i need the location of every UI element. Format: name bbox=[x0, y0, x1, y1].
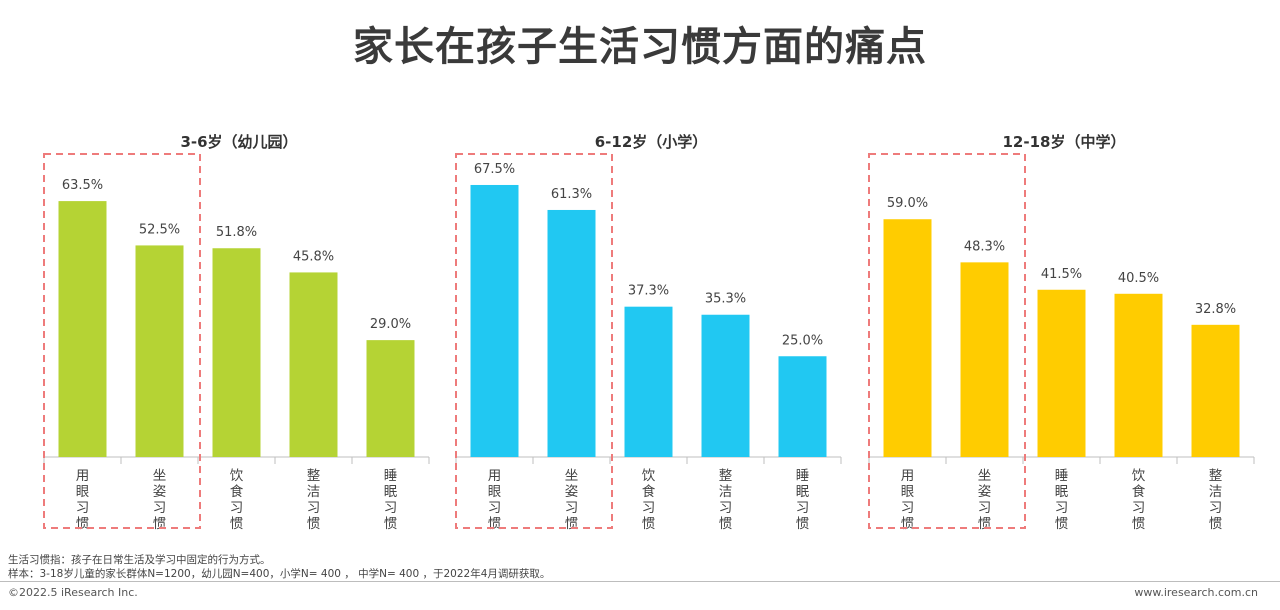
category-label-0-4: 睡眠习惯 bbox=[384, 468, 398, 532]
category-label-1-2: 饮食习惯 bbox=[642, 468, 656, 532]
bar-2-1 bbox=[960, 262, 1009, 457]
data-label-0-4: 29.0% bbox=[370, 317, 411, 332]
bar-1-4 bbox=[778, 356, 827, 457]
data-label-0-3: 45.8% bbox=[293, 249, 334, 264]
chart-title-1: 6-12岁（小学） bbox=[595, 133, 708, 151]
page-title: 家长在孩子生活习惯方面的痛点 bbox=[353, 24, 927, 70]
data-label-1-1: 61.3% bbox=[551, 187, 592, 202]
bar-0-3 bbox=[289, 272, 338, 457]
bar-2-2 bbox=[1037, 289, 1086, 457]
bar-1-0 bbox=[470, 184, 519, 457]
definition-note: 生活习惯指：孩子在日常生活及学习中固定的行为方式。 bbox=[8, 554, 271, 566]
category-label-2-3: 饮食习惯 bbox=[1132, 468, 1146, 532]
bar-0-2 bbox=[212, 248, 261, 457]
data-label-1-3: 35.3% bbox=[705, 292, 746, 307]
data-label-0-0: 63.5% bbox=[62, 178, 103, 193]
category-label-0-3: 整洁习惯 bbox=[307, 468, 321, 532]
bar-2-3 bbox=[1114, 293, 1163, 457]
copyright: ©2022.5 iResearch Inc. bbox=[8, 586, 138, 599]
data-label-2-1: 48.3% bbox=[964, 239, 1005, 254]
category-label-0-0: 用眼习惯 bbox=[76, 468, 90, 532]
category-label-0-1: 坐姿习惯 bbox=[153, 468, 167, 532]
bar-2-4 bbox=[1191, 324, 1240, 457]
bar-1-1 bbox=[547, 209, 596, 457]
sample-note: 样本：3-18岁儿童的家长群体N=1200，幼儿园N=400，小学N= 400 … bbox=[8, 568, 551, 580]
highlight-box-1 bbox=[455, 153, 613, 529]
highlight-box-0 bbox=[43, 153, 201, 529]
category-label-2-2: 睡眠习惯 bbox=[1055, 468, 1069, 532]
data-label-1-2: 37.3% bbox=[628, 284, 669, 299]
chart-title-2: 12-18岁（中学） bbox=[1003, 133, 1126, 151]
website: www.iresearch.com.cn bbox=[1134, 586, 1258, 599]
category-label-1-3: 整洁习惯 bbox=[719, 468, 733, 532]
bar-0-4 bbox=[366, 340, 415, 457]
bar-1-2 bbox=[624, 306, 673, 457]
bar-2-0 bbox=[883, 219, 932, 457]
data-label-0-1: 52.5% bbox=[139, 222, 180, 237]
highlight-box-2 bbox=[868, 153, 1026, 529]
bar-1-3 bbox=[701, 314, 750, 457]
category-label-2-0: 用眼习惯 bbox=[901, 468, 915, 532]
footer-divider bbox=[0, 581, 1280, 582]
bar-charts: 3-6岁（幼儿园） 63.5% 用眼习惯 52.5% 坐姿习惯 51.8% 饮食习惯 45.8… bbox=[43, 133, 1255, 532]
chart-title-0: 3-6岁（幼儿园） bbox=[180, 133, 297, 151]
category-label-1-0: 用眼习惯 bbox=[488, 468, 502, 532]
data-label-1-4: 25.0% bbox=[782, 333, 823, 348]
category-label-2-1: 坐姿习惯 bbox=[978, 468, 992, 532]
category-label-1-4: 睡眠习惯 bbox=[796, 468, 810, 532]
data-label-1-0: 67.5% bbox=[474, 162, 515, 177]
data-label-0-2: 51.8% bbox=[216, 225, 257, 240]
category-label-2-4: 整洁习惯 bbox=[1209, 468, 1223, 532]
data-label-2-2: 41.5% bbox=[1041, 267, 1082, 282]
data-label-2-0: 59.0% bbox=[887, 196, 928, 211]
bar-0-1 bbox=[135, 245, 184, 457]
category-label-0-2: 饮食习惯 bbox=[230, 468, 244, 532]
data-label-2-4: 32.8% bbox=[1195, 302, 1236, 317]
category-label-1-1: 坐姿习惯 bbox=[565, 468, 579, 532]
data-label-2-3: 40.5% bbox=[1118, 271, 1159, 286]
bar-0-0 bbox=[58, 201, 107, 457]
